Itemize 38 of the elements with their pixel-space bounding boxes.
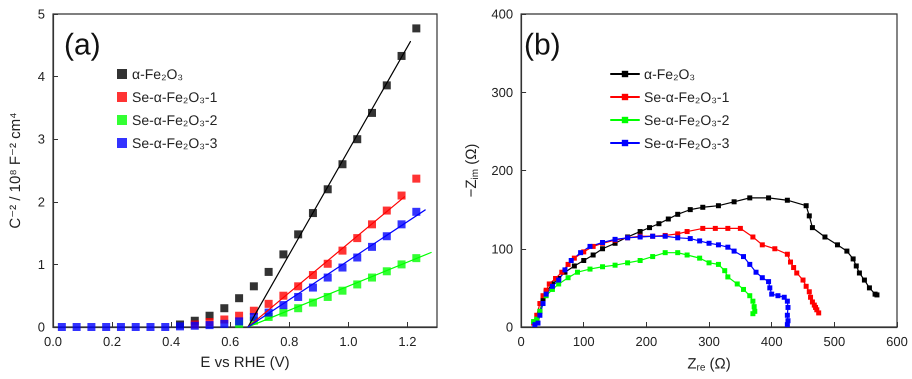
- x-tick-label: 0.0: [44, 334, 62, 349]
- x-tick-label: 0.4: [162, 334, 180, 349]
- x-tick-label: 500: [823, 334, 846, 349]
- x-tick-label: 600: [886, 334, 908, 349]
- legend-label: Se-α-Fe₂O₃-2: [132, 112, 218, 128]
- x-tick-label: 0.8: [280, 334, 298, 349]
- y-tick-label: 100: [491, 241, 514, 256]
- x-tick-label: 400: [760, 334, 783, 349]
- legend-label: Se-α-Fe₂O₃-2: [644, 112, 730, 128]
- y-axis-title: C⁻² / 10⁸ F⁻² cm⁴: [7, 112, 24, 229]
- y-tick-label: 300: [491, 84, 514, 100]
- y-tick-label: 5: [38, 6, 45, 22]
- x-tick-label: 300: [698, 334, 720, 349]
- legend-label: Se-α-Fe₂O₃-3: [644, 135, 730, 151]
- y-axis-title: −Zim (Ω): [463, 144, 481, 198]
- y-tick-label: 3: [38, 132, 45, 147]
- y-tick-label: 0: [38, 320, 45, 334]
- legend-label: α-Fe₂O₃: [644, 66, 696, 82]
- legend-label: α-Fe₂O₃: [132, 66, 184, 82]
- x-tick-label: 100: [572, 334, 595, 349]
- y-tick-label: 200: [491, 163, 514, 178]
- x-tick-label: 1.0: [339, 334, 358, 349]
- y-tick-label: 2: [38, 194, 45, 210]
- y-tick-label: 400: [491, 6, 514, 22]
- x-tick-label: 200: [636, 334, 658, 349]
- x-axis-title: E vs RHE (V): [200, 354, 290, 371]
- legend-label: Se-α-Fe₂O₃-1: [132, 89, 218, 105]
- x-tick-label: 0.6: [221, 334, 240, 349]
- annotation: (a): [64, 28, 101, 62]
- annotation: (b): [524, 28, 561, 62]
- y-tick-label: 4: [38, 69, 45, 84]
- x-tick-label: 1.2: [398, 334, 416, 349]
- x-tick-label: 0: [517, 334, 525, 349]
- legend-label: Se-α-Fe₂O₃-3: [132, 135, 218, 151]
- x-tick-label: 0.2: [103, 334, 122, 349]
- legend-label: Se-α-Fe₂O₃-1: [644, 89, 730, 105]
- y-tick-label: 0: [506, 320, 514, 334]
- y-tick-label: 1: [38, 256, 45, 272]
